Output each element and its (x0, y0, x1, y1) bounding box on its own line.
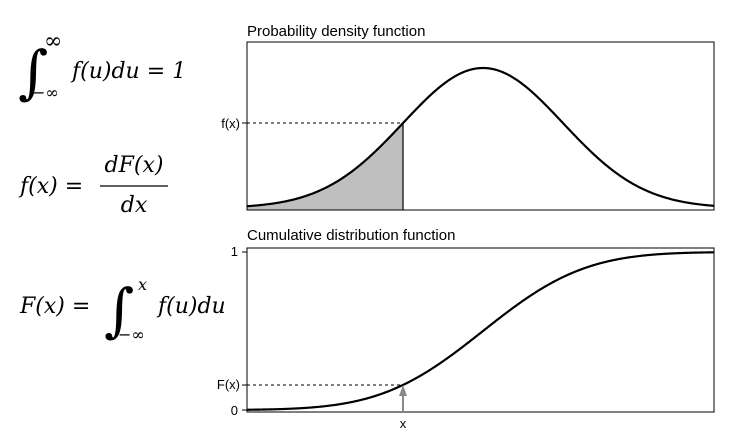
arrow-head (399, 385, 407, 396)
y-max-label: 1 (231, 244, 238, 259)
lower-limit: −∞ (32, 83, 59, 102)
integrand: f(u)du = 1 (70, 59, 186, 84)
integral-sign: ∫ (18, 38, 48, 106)
panel-frame (246, 41, 715, 211)
numerator: dF(x) (105, 153, 164, 178)
integral-sign: ∫ (104, 276, 134, 344)
denominator: dx (121, 193, 148, 218)
upper-limit: x (138, 275, 147, 294)
panel-title: Cumulative distribution function (247, 227, 455, 244)
x-label: x (400, 416, 407, 431)
lower-limit: −∞ (118, 325, 145, 344)
derivative-lhs: f(x) = (18, 174, 83, 199)
panel-title: Probability density function (247, 23, 425, 40)
y-label: f(x) (221, 116, 240, 131)
shaded-area (247, 123, 403, 210)
upper-limit: ∞ (44, 29, 62, 54)
cumulative-lhs: F(x) = (19, 294, 90, 319)
y-min-label: 0 (231, 403, 238, 418)
panel-frame (246, 247, 715, 413)
cumulative-curve (246, 251, 715, 411)
density-curve (246, 66, 715, 208)
y-label: F(x) (217, 377, 240, 392)
integrand: f(u)du (156, 294, 226, 319)
